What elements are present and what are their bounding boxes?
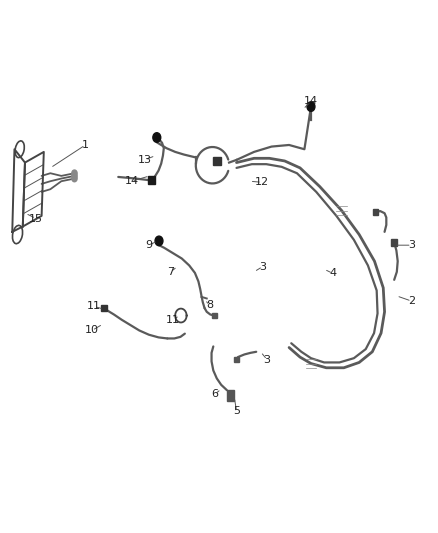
- Text: 13: 13: [138, 155, 152, 165]
- Circle shape: [153, 133, 161, 142]
- Circle shape: [72, 170, 77, 176]
- Text: 8: 8: [206, 301, 213, 310]
- Bar: [212, 313, 217, 318]
- Text: 12: 12: [255, 177, 269, 187]
- Text: 7: 7: [167, 267, 174, 277]
- Bar: [373, 209, 378, 215]
- Bar: [148, 176, 155, 184]
- Text: 14: 14: [124, 176, 138, 186]
- Text: 9: 9: [145, 240, 152, 250]
- Text: 2: 2: [408, 296, 415, 306]
- Text: 11: 11: [87, 302, 101, 311]
- Text: 15: 15: [29, 214, 43, 223]
- Text: 4: 4: [329, 269, 336, 278]
- Bar: [213, 157, 221, 165]
- Bar: [392, 239, 397, 246]
- Circle shape: [72, 175, 77, 182]
- Bar: [234, 357, 239, 362]
- Circle shape: [155, 236, 163, 246]
- Text: 3: 3: [408, 240, 415, 250]
- Text: 10: 10: [85, 326, 99, 335]
- Circle shape: [307, 102, 315, 111]
- Circle shape: [72, 173, 77, 179]
- Text: 6: 6: [211, 390, 218, 399]
- Text: 14: 14: [304, 96, 318, 106]
- Text: 3: 3: [264, 355, 271, 365]
- Text: 1: 1: [82, 140, 89, 150]
- Text: 5: 5: [233, 407, 240, 416]
- Bar: [227, 390, 234, 401]
- Text: 3: 3: [259, 262, 266, 271]
- Bar: [101, 305, 107, 311]
- Text: 11: 11: [166, 315, 180, 325]
